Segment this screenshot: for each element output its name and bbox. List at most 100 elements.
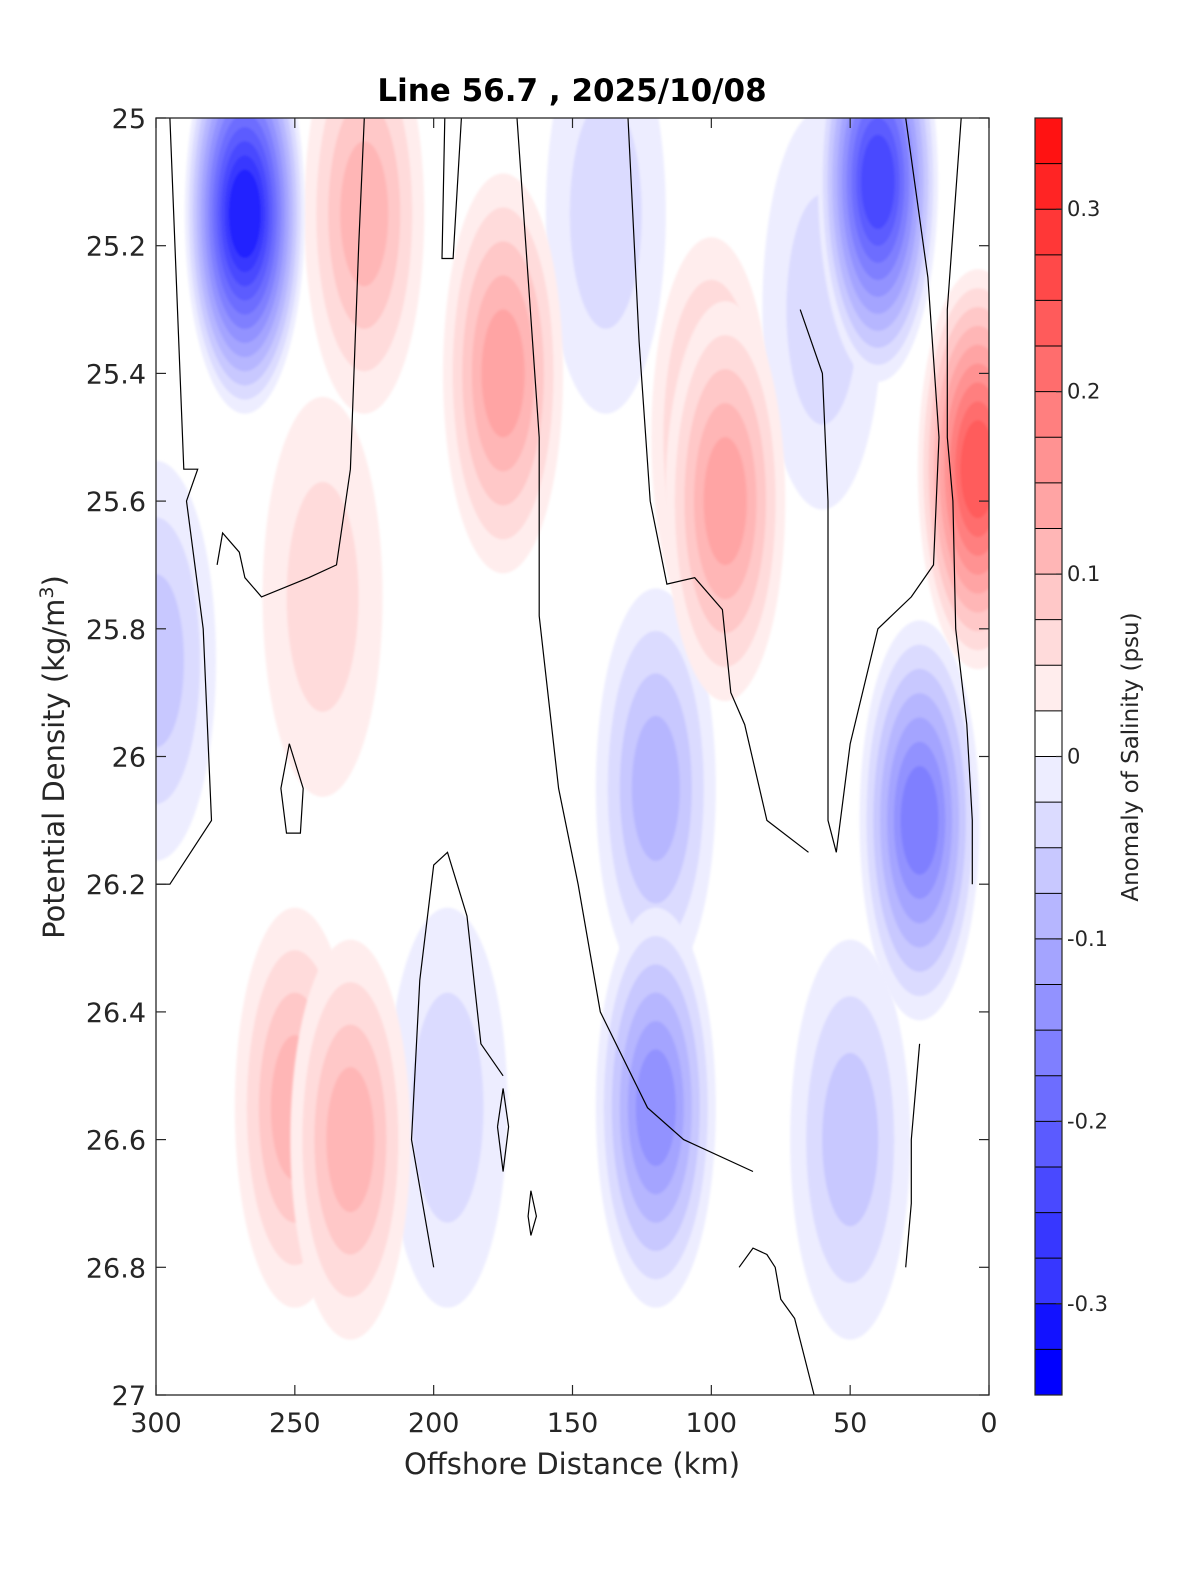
anomaly-level-fresh-shallow-138-2 <box>569 118 642 329</box>
x-tick-label-100: 100 <box>686 1408 738 1439</box>
y-tick-label-27: 27 <box>112 1381 146 1412</box>
zero-contour-5 <box>516 118 754 1173</box>
anomaly-feature-fresh-lens-25 <box>859 620 980 1021</box>
y-axis-label-close: ) <box>37 575 71 586</box>
anomaly-feature-fresh-core-40 <box>817 118 938 382</box>
anomaly-level-fresh-lens-25-7 <box>900 766 939 875</box>
anomaly-level-salty-lens-95-5 <box>703 437 747 566</box>
zero-contour-4 <box>441 118 462 260</box>
y-axis-label-superscript: 3 <box>36 586 58 598</box>
x-tick-label-50: 50 <box>833 1408 867 1439</box>
y-axis: 25 25.2 25.4 25.6 25.8 26 26.2 26.4 26.6 26.8 27 <box>86 104 989 1412</box>
colorbar-segment-5 <box>1035 300 1062 347</box>
salinity-anomaly-field <box>156 118 989 1340</box>
colorbar-segment-14 <box>1035 710 1062 757</box>
colorbar-tick-label-0.3: 0.3 <box>1067 197 1100 221</box>
zero-contour-6 <box>627 118 809 853</box>
y-tick-label-26.8: 26.8 <box>86 1253 146 1284</box>
anomaly-level-fresh-deep-120-6 <box>635 1049 676 1167</box>
anomaly-feature-salty-core-175 <box>443 173 564 574</box>
y-axis-label: Potential Density (kg/m3) <box>36 575 71 939</box>
zero-contour-13 <box>905 1043 921 1268</box>
colorbar-tick-label-0.2: 0.2 <box>1067 380 1100 404</box>
y-tick-label-25.4: 25.4 <box>86 359 146 390</box>
anomaly-level-salty-nearshore-9 <box>960 420 989 519</box>
zero-contour-9 <box>527 1190 538 1236</box>
anomaly-feature-salty-mid-240 <box>262 396 383 797</box>
colorbar-segment-27 <box>1035 1303 1062 1350</box>
anomaly-feature-salty-lens-95 <box>665 301 786 702</box>
colorbar-segment-25 <box>1035 1212 1062 1259</box>
y-axis-label-main: Potential Density (kg/m <box>37 599 71 939</box>
colorbar-segment-12 <box>1035 619 1062 666</box>
zero-contour-2 <box>216 118 365 598</box>
y-tick-label-25.6: 25.6 <box>86 487 146 518</box>
anomaly-level-fresh-offshore-300-3 <box>156 574 184 748</box>
anomaly-level-fresh-deep-50-3 <box>822 1052 879 1227</box>
zero-contour-1 <box>156 118 213 885</box>
colorbar-segment-21 <box>1035 1030 1062 1077</box>
colorbar-tick-label-0: 0 <box>1067 745 1080 769</box>
anomaly-level-fresh-core-268-12 <box>228 169 261 258</box>
anomaly-feature-fresh-mid-120 <box>595 588 716 989</box>
colorbar-segment-1 <box>1035 118 1062 165</box>
colorbar-label: Anomaly of Salinity (psu) <box>1118 612 1144 901</box>
anomaly-feature-fresh-deep-50 <box>790 939 911 1340</box>
x-tick-label-200: 200 <box>408 1408 460 1439</box>
colorbar-segment-13 <box>1035 665 1062 712</box>
zero-contour-10 <box>738 1247 815 1395</box>
zero-contour-12 <box>946 118 973 885</box>
colorbar-segment-6 <box>1035 346 1062 393</box>
anomaly-level-salty-core-175-5 <box>481 309 525 438</box>
colorbar-segment-15 <box>1035 756 1062 803</box>
anomaly-level-salty-deep-230-4 <box>326 1067 375 1213</box>
x-tick-label-0: 0 <box>980 1408 997 1439</box>
y-tick-label-26.6: 26.6 <box>86 1126 146 1157</box>
anomaly-feature-fresh-core-268 <box>184 118 305 414</box>
colorbar-tick-label--0.1: -0.1 <box>1067 927 1108 951</box>
zero-contour-7 <box>410 851 504 1268</box>
colorbar-segment-7 <box>1035 391 1062 438</box>
x-axis: 300 250 200 150 100 50 0 <box>130 118 998 1439</box>
zero-contour-lines <box>156 118 973 1395</box>
y-tick-label-26.4: 26.4 <box>86 998 146 1029</box>
anomaly-feature-salty-nearshore <box>917 269 989 670</box>
colorbar-tick-label--0.3: -0.3 <box>1067 1292 1108 1316</box>
x-tick-label-300: 300 <box>130 1408 182 1439</box>
colorbar-tick-label-0.1: 0.1 <box>1067 562 1100 586</box>
colorbar-segment-23 <box>1035 1121 1062 1168</box>
colorbar-segment-24 <box>1035 1166 1062 1214</box>
anomaly-feature-salty-deep-230 <box>290 939 411 1340</box>
colorbar-segment-16 <box>1035 802 1062 849</box>
x-tick-label-150: 150 <box>547 1408 599 1439</box>
colorbar-segment-19 <box>1035 938 1062 986</box>
anomaly-feature-fresh-deep-120 <box>595 907 716 1308</box>
anomaly-feature-fresh-offshore-300 <box>156 460 216 861</box>
x-axis-label: Offshore Distance (km) <box>404 1447 740 1481</box>
colorbar-segment-18 <box>1035 893 1062 940</box>
anomaly-level-fresh-mid-120-4 <box>631 715 680 861</box>
colorbar-segment-17 <box>1035 847 1062 894</box>
y-tick-label-26.2: 26.2 <box>86 870 146 901</box>
x-tick-label-250: 250 <box>269 1408 321 1439</box>
colorbar-segment-3 <box>1035 209 1062 256</box>
anomaly-level-salty-mid-240-2 <box>286 481 359 712</box>
colorbar: 0.3 0.2 0.1 0 -0.1 -0.2 -0.3 <box>1034 117 1108 1396</box>
y-tick-label-25.8: 25.8 <box>86 615 146 646</box>
colorbar-segment-28 <box>1035 1349 1062 1396</box>
anomaly-level-salty-core-225-4 <box>340 141 389 287</box>
colorbar-segment-26 <box>1035 1258 1062 1305</box>
anomaly-level-fresh-core-40-10 <box>861 134 895 229</box>
colorbar-segment-10 <box>1035 528 1062 575</box>
y-tick-label-25.2: 25.2 <box>86 232 146 263</box>
chart-title: Line 56.7 , 2025/10/08 <box>377 73 766 109</box>
anomaly-feature-fresh-shallow-138 <box>545 118 666 414</box>
colorbar-segment-11 <box>1035 574 1062 621</box>
colorbar-segment-20 <box>1035 984 1062 1031</box>
zero-contour-8 <box>496 1088 510 1172</box>
y-tick-label-25: 25 <box>112 104 146 135</box>
colorbar-tick-label--0.2: -0.2 <box>1067 1109 1108 1133</box>
y-tick-label-26: 26 <box>112 743 146 774</box>
anomaly-feature-salty-core-225 <box>304 118 425 414</box>
